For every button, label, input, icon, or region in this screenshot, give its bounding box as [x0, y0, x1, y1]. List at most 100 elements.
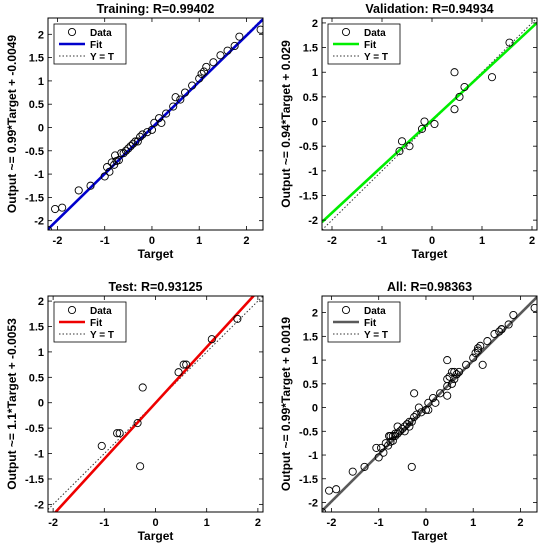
panel-1-data-point — [114, 156, 123, 165]
panel-3-y-tick-label: 1 — [38, 347, 44, 359]
panel-4-data-point — [530, 303, 537, 312]
panel-1-data-point — [195, 74, 204, 83]
panel-1-data-point — [256, 25, 263, 34]
panel-4-data-point — [391, 429, 400, 438]
panel-3-data-point — [138, 383, 147, 392]
panel-4-data-point — [431, 398, 440, 407]
panel-1-x-tick-label: 1 — [196, 235, 202, 247]
panel-3-y-tick-label: -1.5 — [25, 474, 44, 486]
panel-4-axes-box — [321, 295, 538, 513]
panel-4-y-tick-label: 1 — [312, 355, 318, 367]
panel-3: Test: R=0.93125 -2 -1 0 1 2 -2 -1.5 -1 -0.5 0 0.5 1 1… — [5, 280, 264, 543]
panel-4-data-point — [483, 337, 492, 346]
panel-4-data-point — [428, 394, 438, 403]
panel-1-data-point — [197, 69, 206, 78]
panel-4-data-point — [400, 422, 409, 431]
panel-4-y-axis-label: Output ~= 0.99*Target + 0.0019 — [279, 317, 293, 492]
panel-4-data-point — [405, 417, 414, 426]
panel-2-y-axis-label: Output ~= 0.94*Target + 0.029 — [279, 40, 293, 208]
panel-2-y-tick-label: -0.5 — [299, 141, 318, 153]
panel-4-data-point — [388, 436, 397, 445]
panel-2-data-point — [505, 38, 514, 47]
panel-2-data-point — [460, 82, 469, 92]
panel-1-data-point — [117, 149, 126, 158]
panel-4-data-point — [379, 448, 388, 457]
panel-3-y-tick-label: 2 — [38, 296, 44, 308]
panel-1-x-tick-label: -1 — [100, 235, 110, 247]
panel-2-fit-line — [322, 21, 537, 224]
panel-2-y-tick-label: 0.5 — [303, 92, 318, 104]
panel-1-data-point — [58, 203, 67, 212]
panel-4-data-point — [454, 367, 464, 377]
panel-2-data-point — [487, 73, 497, 82]
panel-2-data-point — [450, 105, 459, 114]
panel-2-x-tick-label: -2 — [327, 235, 337, 247]
panel-1-data-point — [180, 88, 190, 97]
panel-3-x-tick-label: -1 — [99, 517, 109, 529]
panel-4-data-point — [407, 417, 416, 426]
panel-1-data-point — [154, 114, 164, 123]
panel-2-legend-entry: Fit — [364, 40, 377, 51]
panel-4-legend-entry: Fit — [364, 318, 377, 329]
panel-1-data-point — [157, 118, 166, 127]
panel-3-data-point — [207, 335, 216, 344]
panel-1-legend-entry: Data — [90, 28, 112, 39]
panel-1-data-point — [124, 144, 133, 153]
panel-4-y-tick-label: 1.5 — [303, 331, 318, 343]
panel-1-data-point — [100, 172, 109, 181]
panel-1-y-tick-label: -0.5 — [25, 146, 44, 158]
panel-2-data-point — [417, 124, 427, 133]
panel-2-data-point — [397, 137, 407, 146]
panel-4-data-point — [497, 325, 506, 334]
panel-4-data-point — [443, 391, 452, 400]
panel-4-data-point — [469, 353, 478, 362]
panel-3-title: Test: R=0.93125 — [109, 280, 203, 294]
panel-1-data-point — [162, 109, 171, 118]
panel-4-data-point — [374, 453, 383, 462]
panel-4-data-point — [504, 320, 513, 329]
panel-2-y-tick-label: 0 — [312, 117, 318, 129]
panel-2-data-point — [450, 68, 459, 77]
panel-4-y-tick-label: -2 — [308, 498, 318, 510]
panel-4-data-point — [436, 389, 445, 398]
panel-3-x-tick-label: -2 — [48, 517, 58, 529]
panel-2-title: Validation: R=0.94934 — [365, 2, 493, 16]
panel-4-x-tick-label: -2 — [327, 517, 337, 529]
panel-3-y-axis-label: Output ~= 1.1*Target + -0.0053 — [5, 318, 19, 490]
panel-2-y-tick-label: 2 — [312, 18, 318, 30]
panel-1-data-point — [129, 139, 138, 148]
panel-4-legend-entry: Y = T — [364, 330, 388, 341]
panel-1-title: Training: R=0.99402 — [97, 2, 215, 16]
panel-1-data-point — [86, 181, 95, 190]
panel-3-data-point — [182, 360, 191, 369]
panel-1-data-point — [209, 58, 218, 67]
panel-1-legend-entry: Y = T — [90, 52, 114, 63]
panel-1-data-point — [169, 102, 178, 111]
panel-4-x-tick-label: 0 — [423, 517, 429, 529]
panel-3-y-tick-label: -0.5 — [25, 423, 44, 435]
panel-3-y-tick-label: 1.5 — [29, 321, 44, 333]
panel-3-x-tick-label: 1 — [204, 517, 210, 529]
panel-4-data-point — [407, 462, 416, 471]
panel-1-data-point — [230, 41, 239, 51]
panel-3-x-tick-label: 0 — [152, 517, 158, 529]
panel-4-data-point — [410, 413, 419, 422]
panel-2-data-point — [430, 119, 439, 129]
panel-2-x-tick-label: 1 — [479, 235, 485, 247]
panel-1-data-point — [188, 81, 197, 90]
panel-1-x-tick-label: 2 — [243, 235, 249, 247]
panel-4-x-tick-label: 2 — [517, 517, 523, 529]
panel-3-legend-entry: Data — [90, 306, 112, 317]
panel-1-legend-data-marker — [67, 27, 77, 37]
panel-1-data-point — [131, 137, 140, 146]
panel-1-data-point — [105, 167, 114, 176]
panel-4-data-point — [391, 431, 400, 441]
panel-4-data-point — [450, 367, 459, 377]
panel-1-data-point — [126, 142, 135, 151]
panel-3-data-point — [133, 419, 142, 428]
panel-4-y-tick-label: -1 — [308, 450, 318, 462]
